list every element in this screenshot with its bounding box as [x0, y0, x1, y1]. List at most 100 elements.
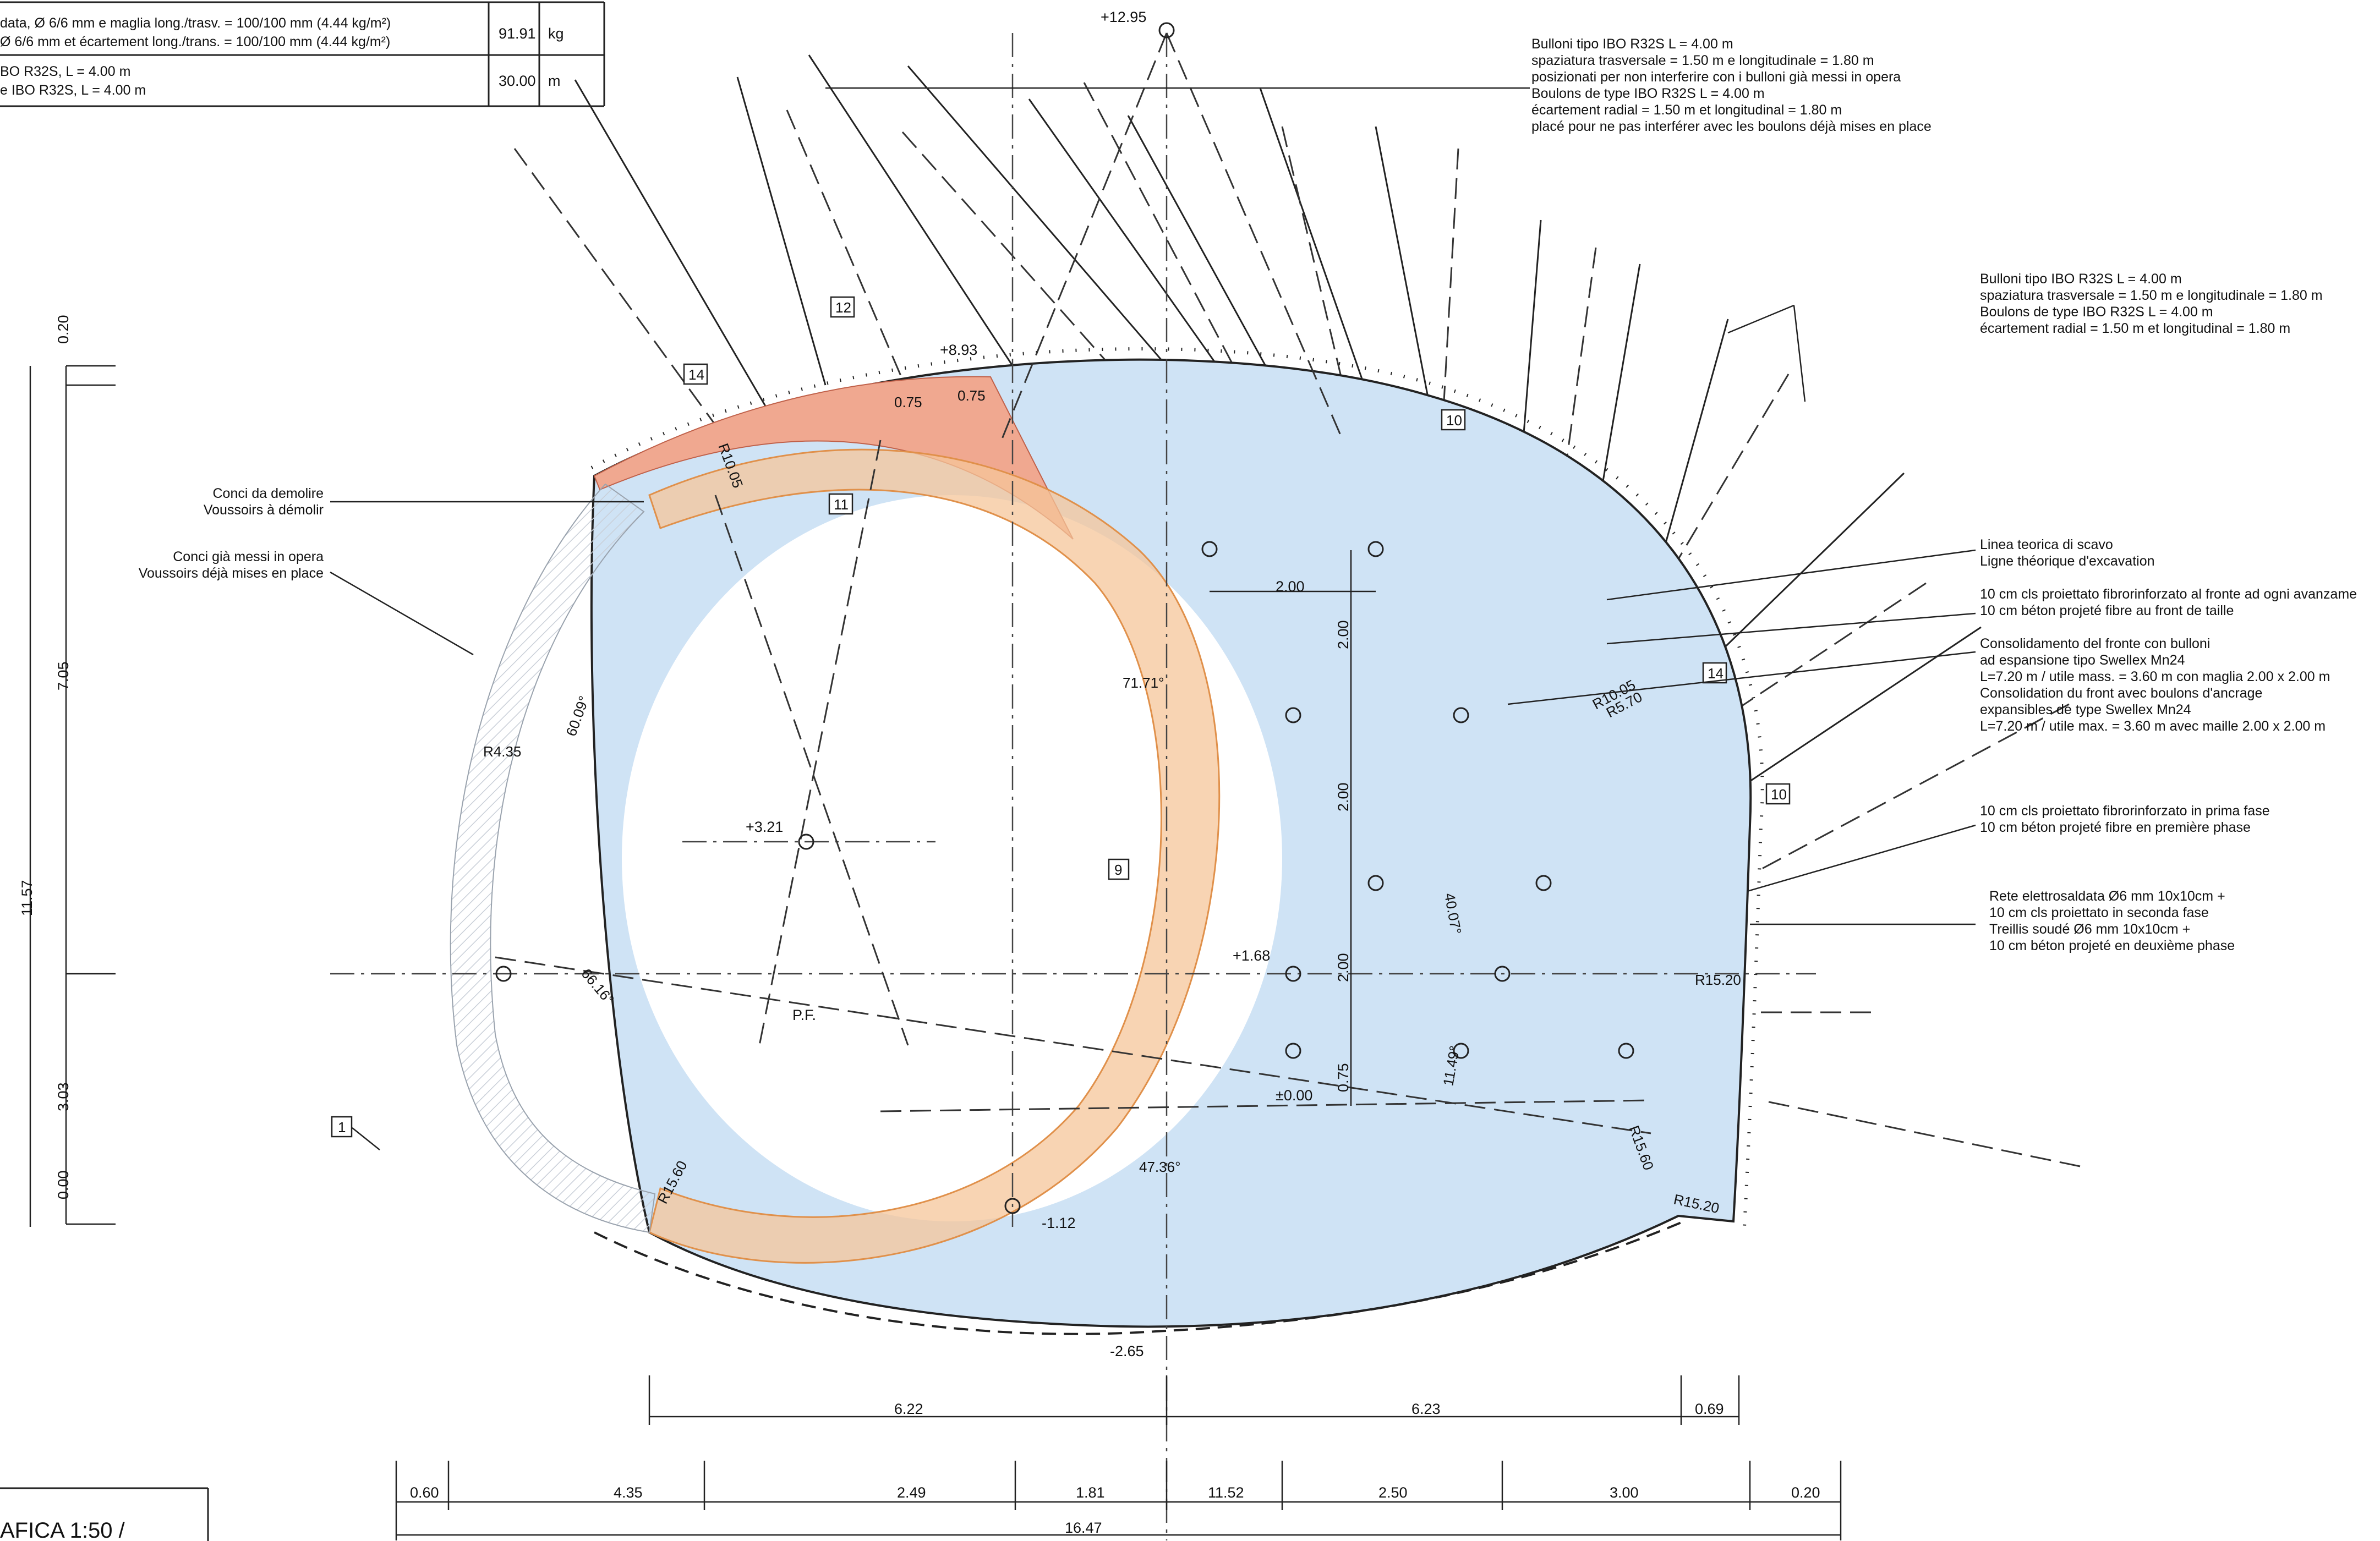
tag-10-top: 10 — [1441, 409, 1466, 431]
note-mesh: Rete elettrosaldata Ø6 mm 10x10cm + 10 c… — [1989, 889, 2235, 953]
quantity-table: data, Ø 6/6 mm e maglia long./trasv. = 1… — [0, 1, 605, 107]
elev-zero: ±0.00 — [1276, 1087, 1312, 1104]
leader-lines — [330, 87, 1976, 1150]
scale-label: AFICA 1:50 / — [0, 1518, 125, 1541]
elev-crown: +8.93 — [940, 342, 977, 358]
placed-segments-ring — [648, 448, 1221, 1264]
tunnel-section — [450, 347, 1764, 1335]
bottom-dim-5: 2.50 — [1378, 1484, 1408, 1501]
svg-text:Voussoirs déjà mises en place: Voussoirs déjà mises en place — [139, 566, 324, 581]
mid-dim-0-69: 0.69 — [1695, 1401, 1724, 1417]
svg-text:expansibles de type Swellex Mn: expansibles de type Swellex Mn24 — [1980, 702, 2191, 717]
angle-60-09: 60.09° — [562, 694, 592, 738]
elev-pf: P.F. — [792, 1007, 816, 1023]
svg-text:Boulons de type IBO R32S L = 4: Boulons de type IBO R32S L = 4.00 m — [1980, 304, 2213, 320]
note-consolidation: Consolidamento del fronte con bulloni ad… — [1980, 636, 2330, 734]
svg-text:10: 10 — [1446, 412, 1462, 429]
grid-dim-v4: 0.75 — [1335, 1063, 1352, 1092]
svg-text:spaziatura trasversale = 1.50: spaziatura trasversale = 1.50 m e longit… — [1980, 288, 2323, 303]
mid-dim-6-22: 6.22 — [894, 1401, 923, 1417]
svg-text:Conci da demolire: Conci da demolire — [213, 486, 324, 501]
left-dim-0-00: 0.00 — [55, 1170, 72, 1199]
svg-text:L=7.20 m / utile mass. = 3.60: L=7.20 m / utile mass. = 3.60 m con magl… — [1980, 669, 2330, 684]
old-lining-hatch — [450, 483, 656, 1233]
svg-text:14: 14 — [1708, 665, 1724, 682]
note-bolts-top: Bulloni tipo IBO R32S L = 4.00 m spaziat… — [1531, 36, 1932, 134]
svg-text:ad espansione tipo Swellex Mn2: ad espansione tipo Swellex Mn24 — [1980, 652, 2185, 668]
bottom-dimension-chains — [395, 1375, 1842, 1540]
svg-text:Treillis soudé Ø6 mm 10x10cm +: Treillis soudé Ø6 mm 10x10cm + — [1989, 922, 2190, 937]
radius-r435: R4.35 — [483, 743, 521, 760]
elev-center-large: +1.68 — [1233, 947, 1270, 964]
elev-center-small: +3.21 — [746, 819, 783, 835]
left-dim-11-57: 11.57 — [19, 880, 35, 916]
bolt-lines — [574, 54, 1982, 782]
svg-text:Consolidamento del fronte con: Consolidamento del fronte con bulloni — [1980, 636, 2210, 651]
table-row-1-unit: kg — [548, 25, 564, 42]
radius-r1520-a: R15.20 — [1695, 972, 1741, 988]
note-placed: Conci già messi in opera Voussoirs déjà … — [139, 549, 324, 581]
grid-dim-h: 2.00 — [1276, 578, 1305, 595]
svg-text:Conci già messi in opera: Conci già messi in opera — [173, 549, 324, 564]
svg-text:14: 14 — [688, 366, 704, 383]
tag-11: 11 — [828, 493, 853, 515]
total-dim: 16.47 — [1065, 1520, 1102, 1536]
svg-text:10 cm béton projeté fibre en p: 10 cm béton projeté fibre en première ph… — [1980, 820, 2251, 835]
svg-text:10 cm cls proiettato in second: 10 cm cls proiettato in seconda fase — [1989, 905, 2209, 920]
axes — [330, 32, 1816, 1540]
svg-text:9: 9 — [1114, 862, 1122, 878]
grid-dimension-lines — [1210, 550, 1376, 1106]
bottom-dim-3: 1.81 — [1076, 1484, 1105, 1501]
tag-1: 1 — [331, 1116, 353, 1138]
table-row-2-desc2: e IBO R32S, L = 4.00 m — [0, 83, 146, 98]
svg-text:spaziatura trasversale = 1.50: spaziatura trasversale = 1.50 m e longit… — [1531, 53, 1874, 68]
svg-text:11: 11 — [834, 496, 849, 513]
swellex-bolt-markers — [495, 22, 1634, 1214]
note-bolts-right: Bulloni tipo IBO R32S L = 4.00 m spaziat… — [1980, 271, 2323, 336]
tag-12: 12 — [830, 296, 855, 318]
note-first-phase: 10 cm cls proiettato fibrorinforzato in … — [1980, 803, 2270, 835]
tag-14-left: 14 — [683, 363, 708, 385]
grid-dim-v1: 2.00 — [1335, 620, 1352, 649]
svg-text:10: 10 — [1771, 786, 1787, 803]
svg-text:L=7.20 m / utile max. = 3.60 m: L=7.20 m / utile max. = 3.60 m avec mail… — [1980, 719, 2326, 734]
angle-47-36: 47.36° — [1139, 1159, 1180, 1175]
angle-71-71: 71.71° — [1123, 674, 1164, 691]
note-demolish: Conci da demolire Voussoirs à démolir — [204, 486, 324, 518]
table-row-2-unit: m — [548, 73, 561, 89]
svg-text:Bulloni tipo IBO R32S L = 4.00: Bulloni tipo IBO R32S L = 4.00 m — [1980, 271, 2182, 287]
left-dim-3-03: 3.03 — [55, 1082, 72, 1111]
bolt-lines-dashed — [513, 82, 2081, 1167]
svg-text:12: 12 — [835, 299, 851, 316]
svg-text:10 cm cls proiettato fibrorinf: 10 cm cls proiettato fibrorinforzato al … — [1980, 586, 2357, 602]
svg-text:Rete elettrosaldata Ø6 mm 10x1: Rete elettrosaldata Ø6 mm 10x10cm + — [1989, 889, 2225, 904]
table-row-1-value: 91.91 — [499, 25, 536, 42]
tag-9: 9 — [1108, 858, 1130, 880]
tag-14-right: 14 — [1702, 662, 1727, 684]
svg-text:Voussoirs à démolir: Voussoirs à démolir — [204, 502, 324, 518]
bottom-dim-4: 11.52 — [1208, 1484, 1244, 1501]
svg-text:10 cm béton projeté en deuxièm: 10 cm béton projeté en deuxième phase — [1989, 938, 2235, 953]
svg-text:Boulons de type IBO R32S L = 4: Boulons de type IBO R32S L = 4.00 m — [1531, 86, 1765, 101]
note-shotcrete-front: 10 cm cls proiettato fibrorinforzato al … — [1980, 586, 2357, 618]
left-dimension-chain — [29, 365, 116, 1227]
elev-low: -1.12 — [1042, 1215, 1076, 1231]
table-row-1-desc2: Ø 6/6 mm et écartement long./trans. = 10… — [0, 34, 390, 50]
svg-text:écartement radial = 1.50 m et: écartement radial = 1.50 m et longitudin… — [1531, 102, 1842, 118]
left-dim-7-05: 7.05 — [55, 661, 72, 690]
bottom-dim-6: 3.00 — [1610, 1484, 1639, 1501]
bottom-dim-7: 0.20 — [1791, 1484, 1820, 1501]
small-dim-2: 0.75 — [958, 387, 986, 404]
svg-text:1: 1 — [338, 1119, 346, 1136]
note-excavation: Linea teorica di scavo Ligne théorique d… — [1980, 537, 2155, 569]
bottom-dim-2: 2.49 — [897, 1484, 926, 1501]
elev-invert: -2.65 — [1110, 1343, 1144, 1359]
svg-text:Consolidation du front avec bo: Consolidation du front avec boulons d'an… — [1980, 686, 2262, 701]
svg-text:10 cm béton projeté fibre au f: 10 cm béton projeté fibre au front de ta… — [1980, 603, 2234, 618]
table-row-2-desc: BO R32S, L = 4.00 m — [0, 64, 130, 79]
bottom-dim-1: 4.35 — [614, 1484, 643, 1501]
svg-text:Bulloni tipo IBO R32S L = 4.00: Bulloni tipo IBO R32S L = 4.00 m — [1531, 36, 1733, 52]
svg-text:10 cm cls proiettato fibrorinf: 10 cm cls proiettato fibrorinforzato in … — [1980, 803, 2270, 819]
svg-text:Ligne théorique d'excavation: Ligne théorique d'excavation — [1980, 553, 2155, 569]
scale-box: AFICA 1:50 / — [0, 1487, 209, 1541]
